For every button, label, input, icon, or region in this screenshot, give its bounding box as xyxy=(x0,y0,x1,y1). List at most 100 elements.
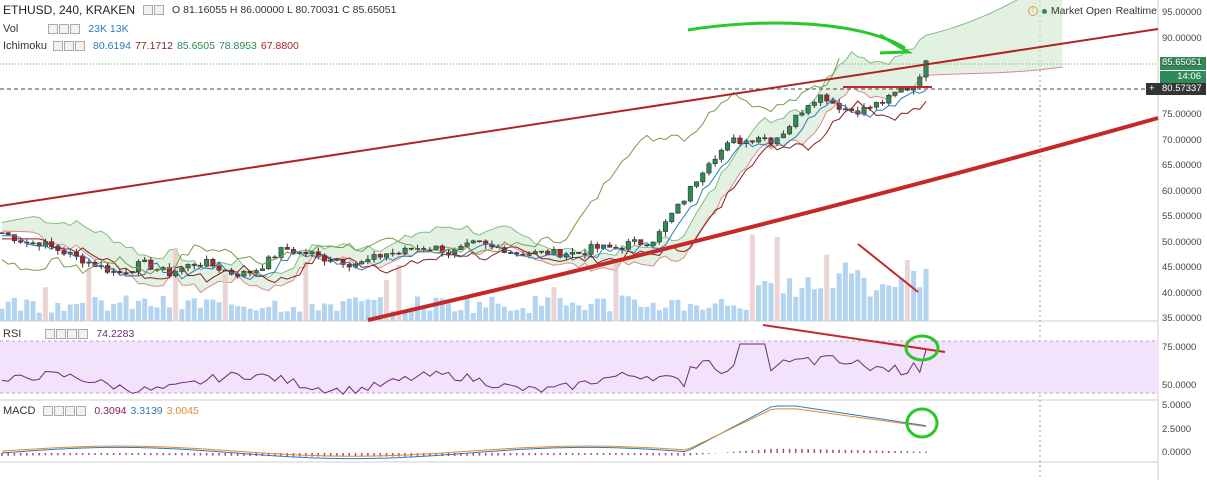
volume-bar xyxy=(545,297,551,321)
candle-body xyxy=(259,268,265,271)
upper-trendline[interactable] xyxy=(0,28,1159,207)
volume-bar xyxy=(408,307,414,321)
volume-bar xyxy=(290,307,296,321)
chikou-line xyxy=(1,58,840,275)
volume-bar xyxy=(725,305,731,321)
ichimoku-settings-button[interactable] xyxy=(64,41,75,51)
macd-visibility-button[interactable] xyxy=(43,406,54,416)
annotation-arrow[interactable] xyxy=(687,21,906,50)
volume-bar xyxy=(917,287,923,321)
crosshair-plus-icon[interactable]: + xyxy=(1149,83,1155,94)
volume-bar xyxy=(123,295,129,321)
volume-bar xyxy=(297,311,303,321)
volume-bar xyxy=(272,300,278,321)
volume-bar xyxy=(756,285,762,321)
vol-visibility-button[interactable] xyxy=(48,24,59,34)
macd-close-button[interactable] xyxy=(65,406,76,416)
rsi-settings-button[interactable] xyxy=(56,329,67,339)
volume-bar xyxy=(787,278,793,321)
settings-button[interactable] xyxy=(154,5,165,15)
annotation-circle-macd[interactable] xyxy=(905,407,939,439)
price-tick-label: 75.00000 xyxy=(1162,109,1202,121)
candle-body xyxy=(551,249,557,256)
volume-bar xyxy=(340,301,346,321)
ichimoku-close-button[interactable] xyxy=(75,41,86,51)
alert-icon[interactable]: ! xyxy=(1027,6,1038,16)
ichimoku-visibility-button[interactable] xyxy=(53,41,64,51)
ichimoku-lines xyxy=(1,58,927,284)
rsi-close-button[interactable] xyxy=(67,329,78,339)
candle-body xyxy=(799,112,805,116)
volume-bar xyxy=(458,310,464,321)
volume-bar xyxy=(892,287,898,321)
volume-bar xyxy=(687,303,693,321)
candle-body xyxy=(650,241,656,246)
volume-bar xyxy=(880,284,886,321)
candle-body xyxy=(687,185,693,202)
ichimoku-value-2: 77.1712 xyxy=(135,40,173,52)
crosshair-price-tag: 80.57337 xyxy=(1162,83,1202,94)
macd-settings-button[interactable] xyxy=(54,406,65,416)
volume-bar xyxy=(886,285,892,321)
candle-body xyxy=(477,240,483,243)
volume-bar xyxy=(464,298,470,321)
vol-close-button[interactable] xyxy=(70,24,81,34)
candle-body xyxy=(669,212,675,223)
candle-body xyxy=(594,244,600,249)
volume-bar xyxy=(266,306,272,321)
rsi-band xyxy=(0,341,1158,393)
volume-bar xyxy=(570,302,576,321)
divergence-line-volume[interactable] xyxy=(857,243,919,293)
rsi-more-button[interactable] xyxy=(78,329,89,339)
symbol-header: ETHUSD, 240, KRAKEN O 81.16055 H 86.0000… xyxy=(3,3,396,17)
volume-bar xyxy=(111,303,117,321)
macd-more-button[interactable] xyxy=(76,406,87,416)
volume-bar xyxy=(396,264,402,321)
candle-body xyxy=(625,241,631,250)
rsi-line xyxy=(1,343,927,396)
volume-bar xyxy=(129,308,135,321)
candle-body xyxy=(805,105,811,114)
macd-label[interactable]: MACD xyxy=(3,405,36,417)
volume-bar xyxy=(98,300,104,321)
candle-body xyxy=(880,102,886,104)
candle-body xyxy=(284,247,290,250)
vol-label[interactable]: Vol xyxy=(3,23,19,35)
candle-body xyxy=(811,102,817,106)
candle-body xyxy=(731,137,737,144)
lower-support-curve[interactable] xyxy=(367,116,1159,322)
volume-bar xyxy=(830,287,836,321)
divergence-line-rsi[interactable] xyxy=(762,324,946,353)
price-tick-label: 55.00000 xyxy=(1162,211,1202,223)
candle-body xyxy=(917,76,923,88)
volume-bar xyxy=(42,287,48,321)
candle-body xyxy=(433,245,439,251)
volume-bar xyxy=(743,309,749,321)
volume-bar xyxy=(80,302,86,321)
ichimoku-label[interactable]: Ichimoku xyxy=(3,40,48,52)
rsi-label[interactable]: RSI xyxy=(3,328,22,340)
rsi-visibility-button[interactable] xyxy=(45,329,56,339)
vol-header: Vol 23K 13K xyxy=(3,23,129,35)
volume-bar xyxy=(576,305,582,321)
volume-bar xyxy=(210,299,216,321)
visibility-button[interactable] xyxy=(143,5,154,15)
annotation-circle-rsi[interactable] xyxy=(904,334,940,362)
symbol-label[interactable]: ETHUSD, 240, KRAKEN xyxy=(3,3,136,17)
volume-bar xyxy=(160,295,166,321)
candle-body xyxy=(210,259,216,267)
candle-body xyxy=(557,249,563,258)
volume-bar xyxy=(625,296,631,321)
candle-body xyxy=(508,252,514,254)
volume-bar xyxy=(638,306,644,321)
volume-bar xyxy=(433,297,439,321)
volume-bar xyxy=(613,262,619,321)
candle-body xyxy=(619,247,625,250)
price-tick-label: 60.00000 xyxy=(1162,185,1202,197)
vol-settings-button[interactable] xyxy=(59,24,70,34)
candle-body xyxy=(762,137,768,139)
candle-body xyxy=(725,142,731,151)
macd-value-2: 3.3139 xyxy=(130,405,163,417)
candle-body xyxy=(204,259,210,267)
